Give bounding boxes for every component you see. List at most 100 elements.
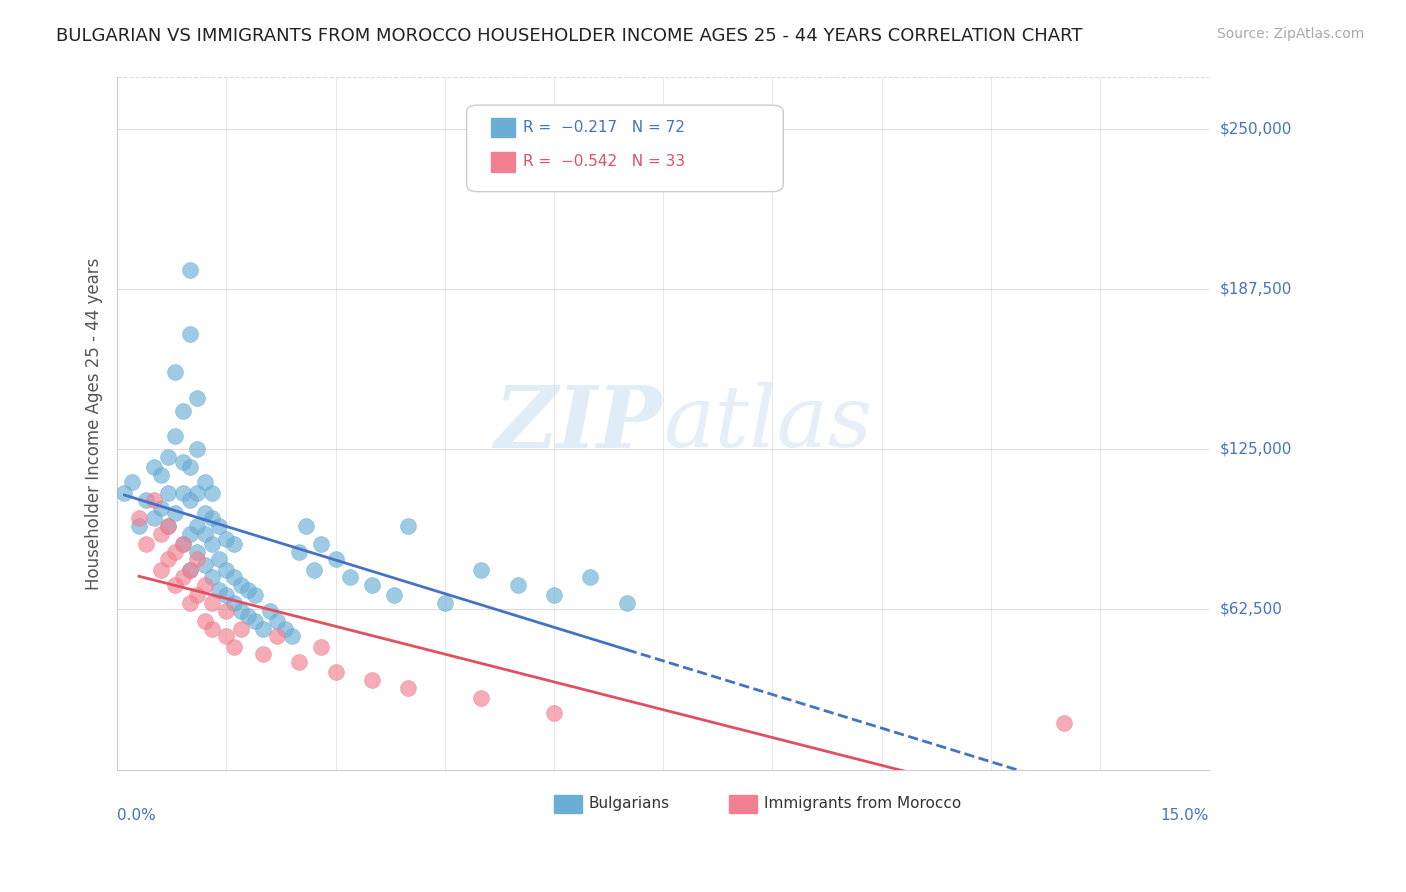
Point (172, 570, 194, 584)
Point (229, 622, 252, 636)
Point (179, 596, 201, 610)
Bar (728, 795, 756, 813)
Point (222, 640, 245, 654)
Point (273, 622, 295, 636)
Point (165, 578, 187, 592)
Point (281, 629, 304, 643)
Point (172, 537, 194, 551)
Point (193, 506, 215, 520)
Point (149, 467, 172, 482)
Point (215, 563, 238, 577)
Point (309, 640, 332, 654)
Point (208, 519, 231, 533)
Point (1052, 716, 1074, 731)
Point (135, 493, 157, 508)
Point (149, 563, 172, 577)
Y-axis label: Householder Income Ages 25 - 44 years: Householder Income Ages 25 - 44 years (86, 257, 103, 590)
Point (172, 537, 194, 551)
Point (186, 442, 208, 457)
Point (245, 588, 267, 602)
Text: Source: ZipAtlas.com: Source: ZipAtlas.com (1216, 27, 1364, 41)
Point (208, 583, 231, 598)
Point (165, 365, 187, 379)
Point (186, 552, 208, 566)
Point (238, 608, 260, 623)
Point (157, 552, 180, 566)
Point (201, 511, 224, 525)
Text: atlas: atlas (664, 382, 872, 465)
Point (543, 588, 565, 602)
Text: 15.0%: 15.0% (1161, 808, 1209, 823)
Point (165, 544, 187, 558)
Point (186, 519, 208, 533)
Point (382, 588, 405, 602)
Text: 0.0%: 0.0% (117, 808, 156, 823)
Point (135, 537, 157, 551)
Point (193, 475, 215, 490)
Point (266, 614, 288, 628)
Point (361, 673, 384, 687)
Point (186, 544, 208, 558)
Point (288, 655, 311, 669)
Point (215, 532, 238, 546)
Text: Immigrants from Morocco: Immigrants from Morocco (763, 796, 960, 811)
Point (229, 604, 252, 618)
Point (222, 537, 245, 551)
Point (396, 519, 419, 533)
Point (325, 665, 347, 680)
Bar (491, 118, 515, 137)
Point (172, 455, 194, 469)
Point (245, 614, 267, 628)
Point (149, 526, 172, 541)
Point (186, 588, 208, 602)
Text: Bulgarians: Bulgarians (589, 796, 671, 811)
Point (361, 578, 384, 592)
Point (157, 450, 180, 464)
Text: R =  −0.217   N = 72: R = −0.217 N = 72 (523, 120, 685, 136)
Point (165, 506, 187, 520)
Point (229, 578, 252, 592)
Text: BULGARIAN VS IMMIGRANTS FROM MOROCCO HOUSEHOLDER INCOME AGES 25 - 44 YEARS CORRE: BULGARIAN VS IMMIGRANTS FROM MOROCCO HOU… (56, 27, 1083, 45)
Point (579, 570, 602, 584)
Point (215, 629, 238, 643)
Point (506, 578, 529, 592)
Point (179, 526, 201, 541)
FancyBboxPatch shape (467, 105, 783, 192)
Point (149, 501, 172, 516)
Bar (491, 153, 515, 171)
Point (201, 485, 224, 500)
Text: $250,000: $250,000 (1220, 121, 1292, 136)
Point (157, 519, 180, 533)
Point (186, 485, 208, 500)
Text: $62,500: $62,500 (1220, 602, 1284, 617)
Point (470, 563, 492, 577)
Point (252, 622, 274, 636)
Text: ZIP: ZIP (495, 382, 664, 466)
Point (339, 570, 361, 584)
Point (157, 485, 180, 500)
Point (157, 519, 180, 533)
Point (114, 485, 136, 500)
Point (172, 403, 194, 417)
Point (179, 563, 201, 577)
Point (179, 493, 201, 508)
Point (208, 552, 231, 566)
Point (179, 563, 201, 577)
Point (193, 558, 215, 572)
Point (325, 552, 347, 566)
Text: $125,000: $125,000 (1220, 442, 1292, 457)
Point (201, 570, 224, 584)
Point (201, 622, 224, 636)
Point (309, 537, 332, 551)
Point (215, 588, 238, 602)
Point (543, 706, 565, 721)
Point (179, 262, 201, 277)
Bar (554, 795, 582, 813)
Point (238, 583, 260, 598)
Point (252, 647, 274, 661)
Point (616, 596, 638, 610)
Point (266, 629, 288, 643)
Point (222, 596, 245, 610)
Point (193, 578, 215, 592)
Point (142, 511, 165, 525)
